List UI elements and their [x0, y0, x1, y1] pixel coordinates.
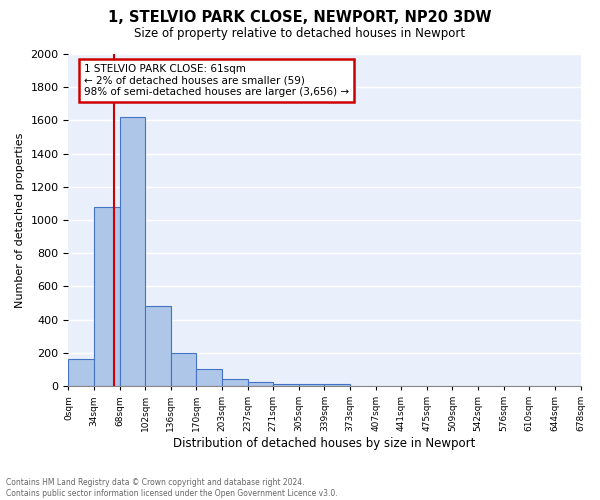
Bar — [119, 117, 145, 386]
X-axis label: Distribution of detached houses by size in Newport: Distribution of detached houses by size … — [173, 437, 476, 450]
Text: Size of property relative to detached houses in Newport: Size of property relative to detached ho… — [134, 28, 466, 40]
Bar — [145, 306, 171, 386]
Bar — [299, 384, 325, 386]
Bar — [196, 370, 222, 386]
Text: Contains HM Land Registry data © Crown copyright and database right 2024.
Contai: Contains HM Land Registry data © Crown c… — [6, 478, 338, 498]
Text: 1, STELVIO PARK CLOSE, NEWPORT, NP20 3DW: 1, STELVIO PARK CLOSE, NEWPORT, NP20 3DW — [108, 10, 492, 25]
Bar — [248, 382, 273, 386]
Y-axis label: Number of detached properties: Number of detached properties — [15, 132, 25, 308]
Bar — [68, 360, 94, 386]
Bar — [222, 380, 248, 386]
Bar — [94, 206, 119, 386]
Bar — [171, 353, 196, 386]
Bar — [325, 384, 350, 386]
Bar — [273, 384, 299, 386]
Text: 1 STELVIO PARK CLOSE: 61sqm
← 2% of detached houses are smaller (59)
98% of semi: 1 STELVIO PARK CLOSE: 61sqm ← 2% of deta… — [84, 64, 349, 97]
